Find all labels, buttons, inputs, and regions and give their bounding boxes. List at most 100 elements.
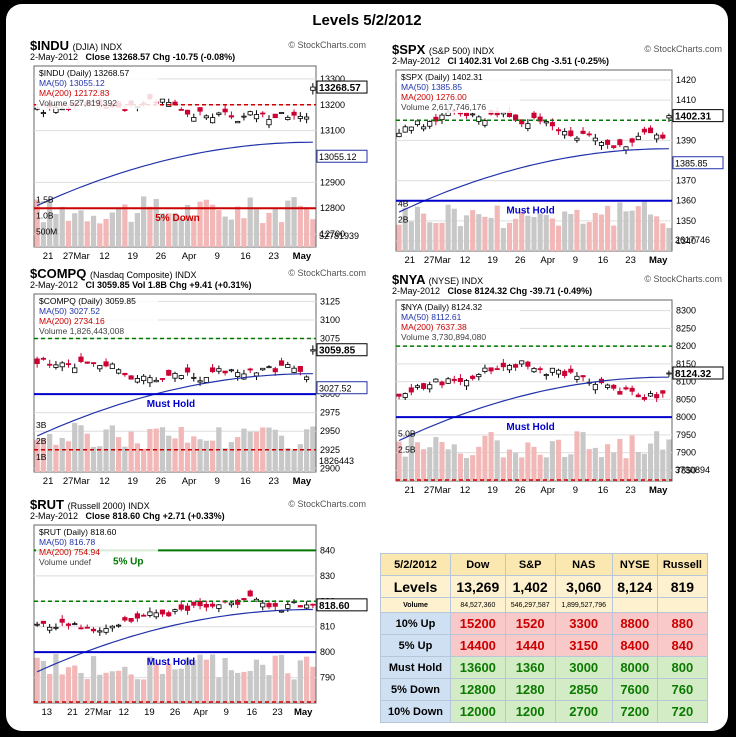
volume-bar: [72, 422, 78, 472]
volume-bar: [241, 218, 247, 247]
panel-close: Cl 3059.85 Vol 1.8B Chg +9.41 (+0.31%): [85, 280, 252, 290]
volume-bar: [543, 215, 549, 251]
volume-bar: [166, 435, 172, 472]
y-tick-label: 1360: [676, 196, 696, 206]
ma50-line: [36, 141, 313, 207]
candle-body: [611, 145, 617, 148]
table-cell: 7600: [611, 678, 658, 701]
volume-bar: [537, 454, 543, 481]
symbol-name: (S&P 500) INDX: [428, 46, 495, 56]
candle-body: [53, 626, 59, 629]
candle-body: [159, 98, 166, 103]
candle-body: [134, 613, 140, 619]
volume-bar: [184, 658, 191, 703]
volume-bar: [439, 222, 445, 251]
candle-body: [166, 612, 172, 617]
volume-bar: [228, 442, 235, 472]
watermark: © StockCharts.com: [644, 44, 722, 54]
volume-bar: [109, 212, 115, 247]
y-tick-label: 790: [320, 673, 335, 683]
candle-body: [97, 365, 103, 370]
x-tick-label: May: [294, 707, 313, 718]
volume-bar: [605, 444, 611, 481]
volume-bar: [147, 656, 153, 703]
volume-bar: [253, 659, 260, 703]
candle-body: [555, 129, 562, 132]
volume-bar: [72, 665, 78, 703]
volume-bar: [641, 201, 647, 251]
panel-date: 2-May-2012: [30, 52, 79, 62]
volume-bar: [159, 673, 166, 703]
volume-bar: [666, 227, 672, 251]
candle-body: [285, 604, 291, 609]
table-cell: 13,269: [449, 575, 506, 598]
candle-body: [191, 601, 197, 606]
panel-rut: $RUT (Russell 2000) INDX © StockCharts.co…: [30, 497, 370, 719]
volume-bar: [209, 654, 216, 703]
volume-bar: [555, 439, 562, 481]
volume-bar: [266, 427, 272, 472]
volume-bar: [115, 437, 122, 472]
candle-body: [210, 117, 216, 124]
candle-body: [537, 116, 543, 122]
volume-bar: [65, 220, 72, 247]
y-tick-label: 2950: [320, 426, 340, 436]
volume-bar: [623, 458, 629, 481]
symbol-name: (DJIA) INDX: [72, 42, 123, 52]
x-tick-label: 13: [42, 707, 53, 718]
volume-bar: [291, 449, 297, 472]
chart-frame: Levels 5/2/2012 $INDU (DJIA) INDX © Stock…: [6, 4, 728, 731]
volume-bar: [197, 654, 203, 703]
candle-body: [153, 612, 159, 618]
candle-body: [260, 602, 266, 608]
candle-body: [519, 360, 525, 365]
x-tick-label: 9: [573, 255, 578, 266]
x-tick-label: 16: [240, 476, 251, 487]
y-tick-label: 810: [320, 622, 335, 632]
candle-body: [304, 116, 310, 120]
volume-bar: [494, 205, 500, 251]
volume-bar: [128, 221, 134, 247]
x-tick-label: 16: [598, 485, 609, 496]
table-row: 10% Down 12000 1200 2700 7200 720: [380, 700, 709, 723]
volume-bar: [617, 438, 623, 481]
volume-bar: [272, 209, 278, 247]
volume-bar: [247, 431, 253, 472]
symbol-text: $RUT: [30, 497, 64, 512]
volume-bar: [272, 429, 278, 472]
table-cell: 819: [656, 575, 709, 598]
volume-bar: [235, 437, 241, 472]
table-cell: 14400: [449, 634, 506, 657]
candle-body: [235, 599, 241, 605]
candle-body: [159, 378, 166, 380]
candle-body: [500, 362, 506, 368]
volume-bar: [278, 654, 285, 703]
volume-bar: [470, 210, 476, 251]
volume-bar: [235, 672, 241, 703]
candle-body: [90, 628, 97, 632]
volume-bar: [285, 448, 291, 472]
candle-body: [72, 623, 78, 626]
candle-body: [488, 367, 494, 372]
legend-entry: $COMPQ (Daily) 3059.85: [39, 296, 136, 306]
volume-bar: [531, 446, 537, 481]
panel-close: Close 818.60 Chg +2.71 (+0.33%): [85, 511, 225, 521]
panel-date: 2-May-2012: [392, 286, 441, 296]
x-tick-label: 26: [515, 255, 526, 266]
volume-bar: [103, 429, 109, 472]
volume-bar: [197, 201, 203, 247]
chart-svg: 13300 13200 13100 12900 12800 12700 $INDU (Dai…: [33, 65, 368, 262]
candle-body: [40, 620, 46, 624]
legend-box: [398, 301, 520, 343]
panel-date: 2-May-2012: [30, 511, 79, 521]
candle-body: [414, 385, 421, 388]
candle-body: [445, 378, 451, 384]
candle-body: [40, 357, 46, 360]
candle-body: [629, 387, 635, 392]
panel-quote-line: 2-May-2012 Close 13268.57 Chg -10.75 (-0…: [30, 52, 235, 62]
candle-body: [278, 360, 285, 366]
ma-label: 3027.52: [319, 384, 352, 394]
volume-bar: [222, 658, 228, 703]
